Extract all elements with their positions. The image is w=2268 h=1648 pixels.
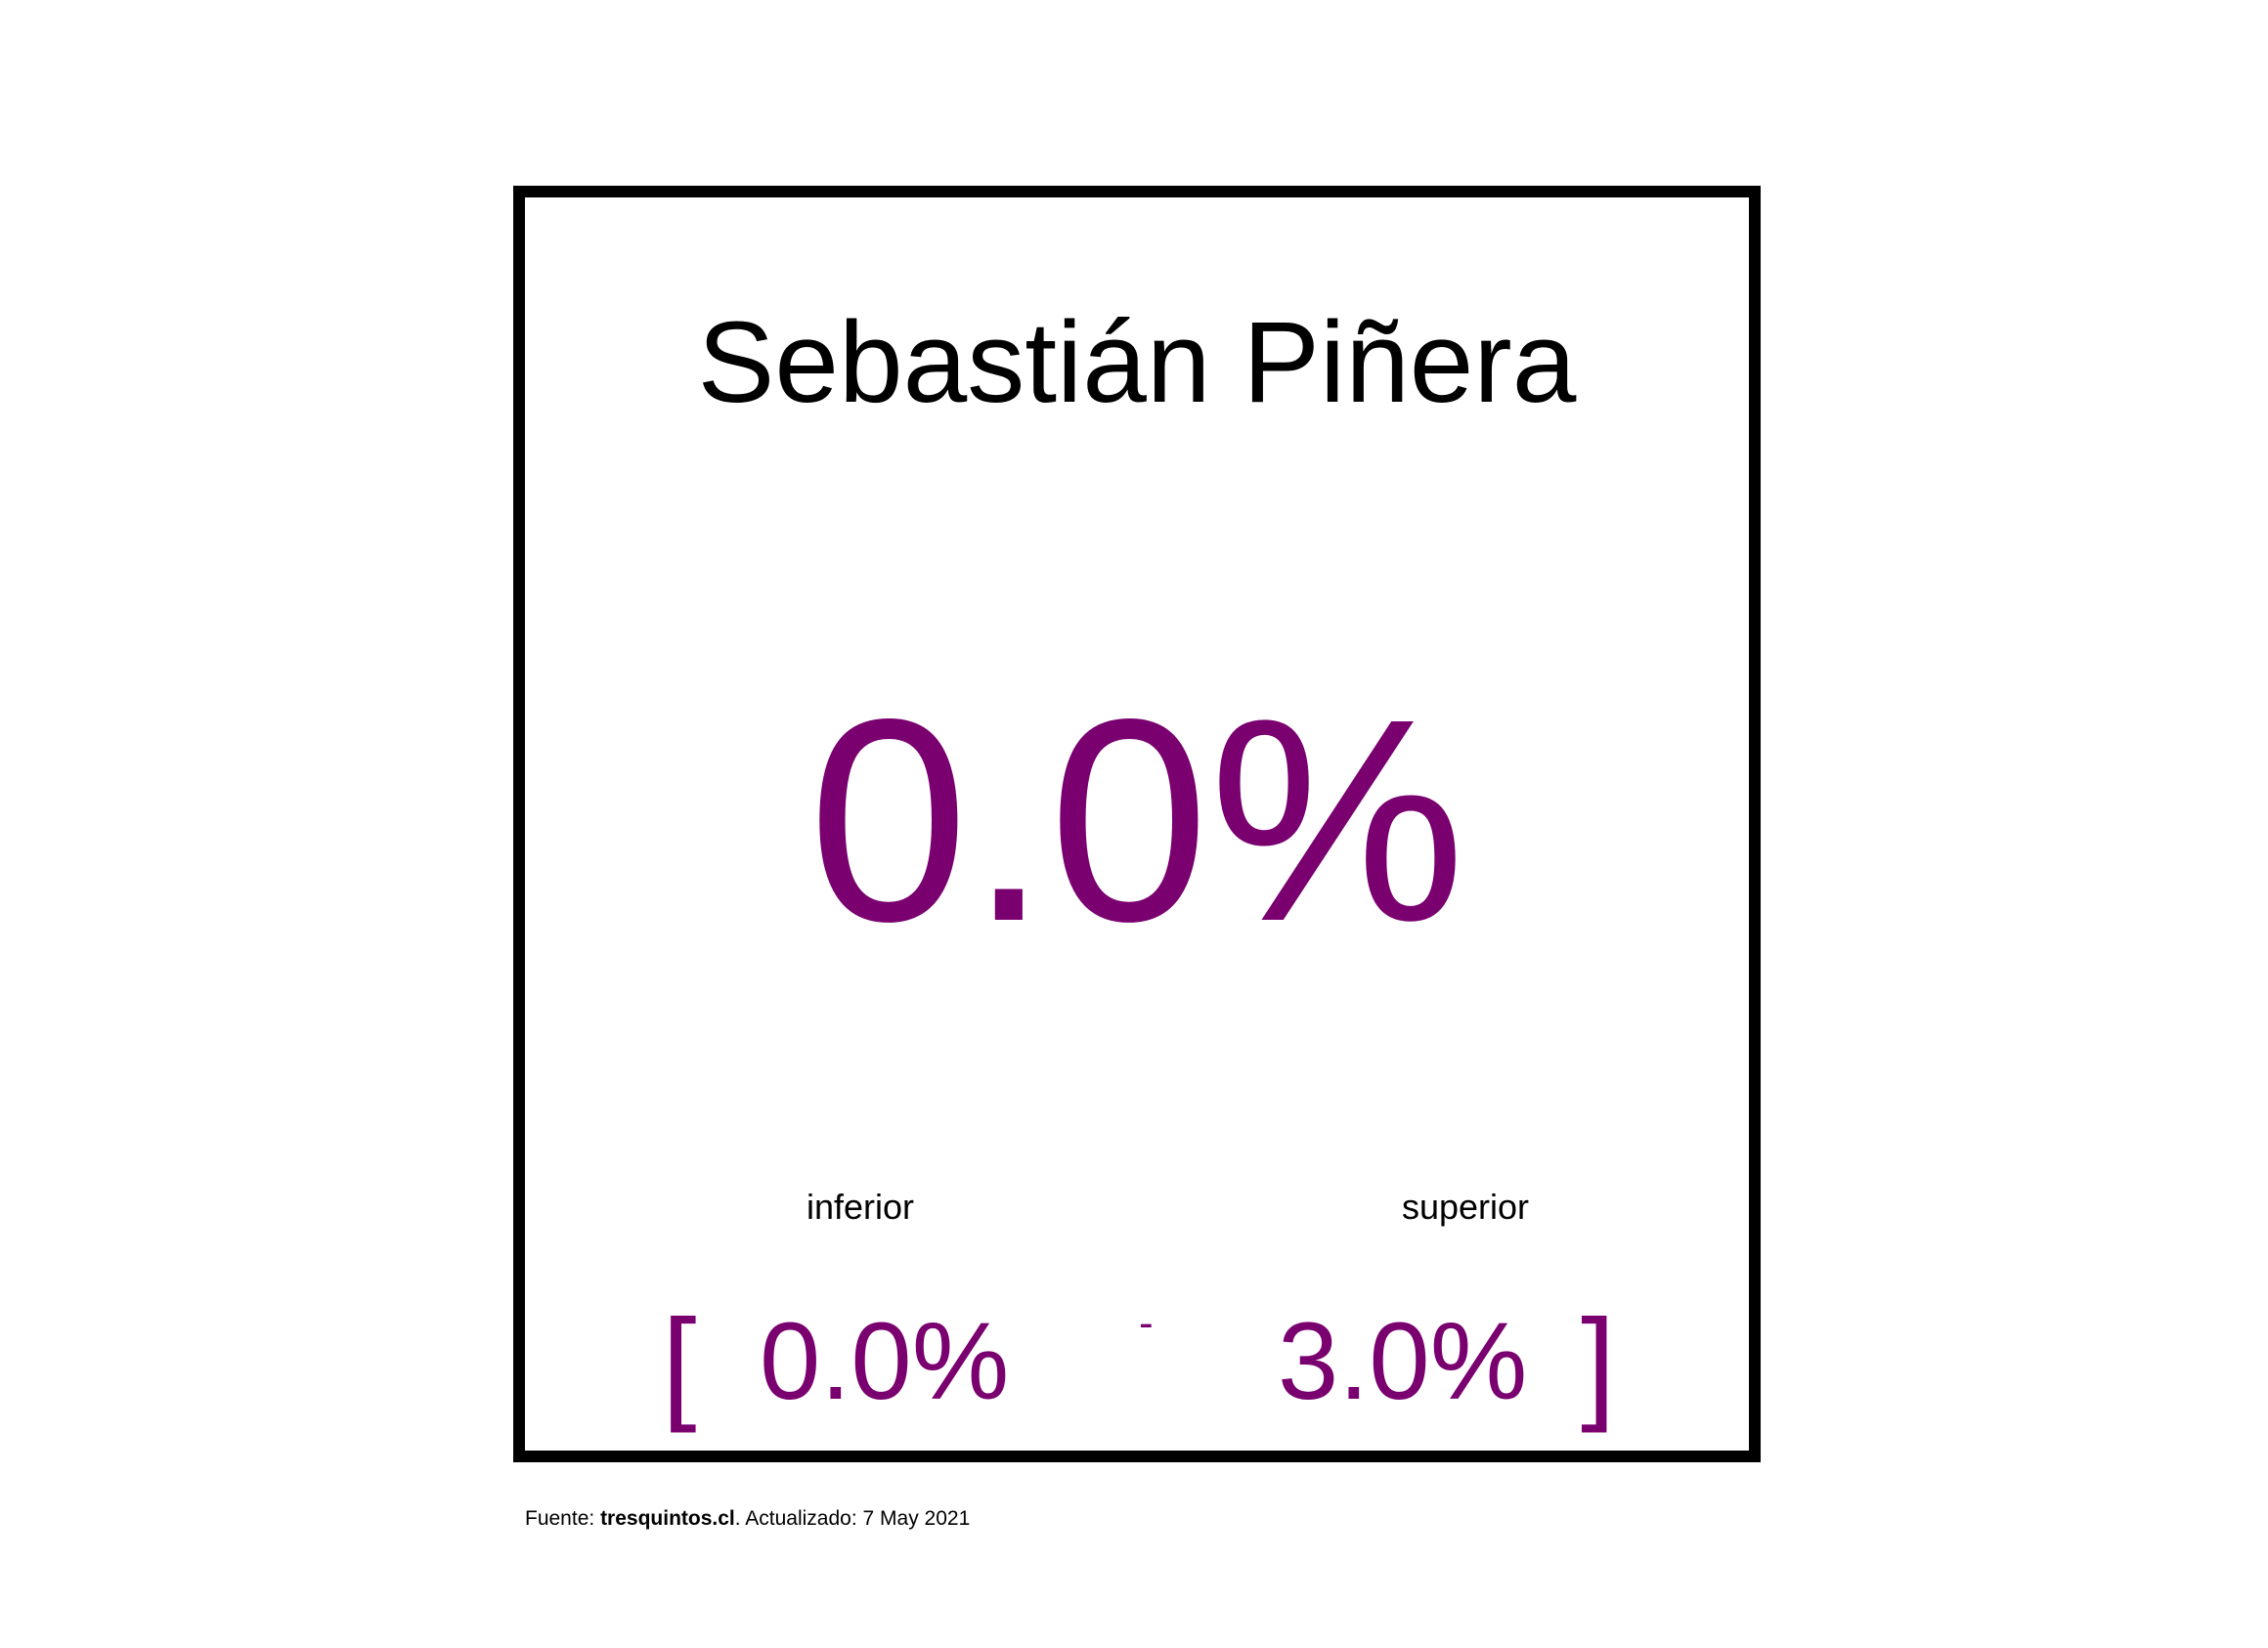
upper-bound-label: superior bbox=[1401, 1187, 1530, 1227]
interval-separator: - bbox=[1139, 1299, 1154, 1347]
source-footer: Fuente: tresquintos.cl. Actualizado: 7 M… bbox=[525, 1507, 970, 1531]
estimate-card: Sebastián Piñera 0.0% inferior superior … bbox=[513, 186, 1761, 1462]
interval-open-bracket: [ bbox=[662, 1294, 697, 1434]
interval-close-bracket: ] bbox=[1581, 1294, 1616, 1434]
footer-updated: . Actualizado: 7 May 2021 bbox=[734, 1507, 971, 1530]
candidate-name: Sebastián Piñera bbox=[697, 298, 1577, 427]
estimate-value: 0.0% bbox=[807, 659, 1466, 981]
lower-bound-label: inferior bbox=[806, 1187, 915, 1227]
footer-source: tresquintos.cl bbox=[600, 1507, 735, 1530]
lower-bound-value: 0.0% bbox=[760, 1300, 1010, 1422]
upper-bound-value: 3.0% bbox=[1278, 1300, 1528, 1422]
footer-prefix: Fuente: bbox=[525, 1507, 601, 1530]
